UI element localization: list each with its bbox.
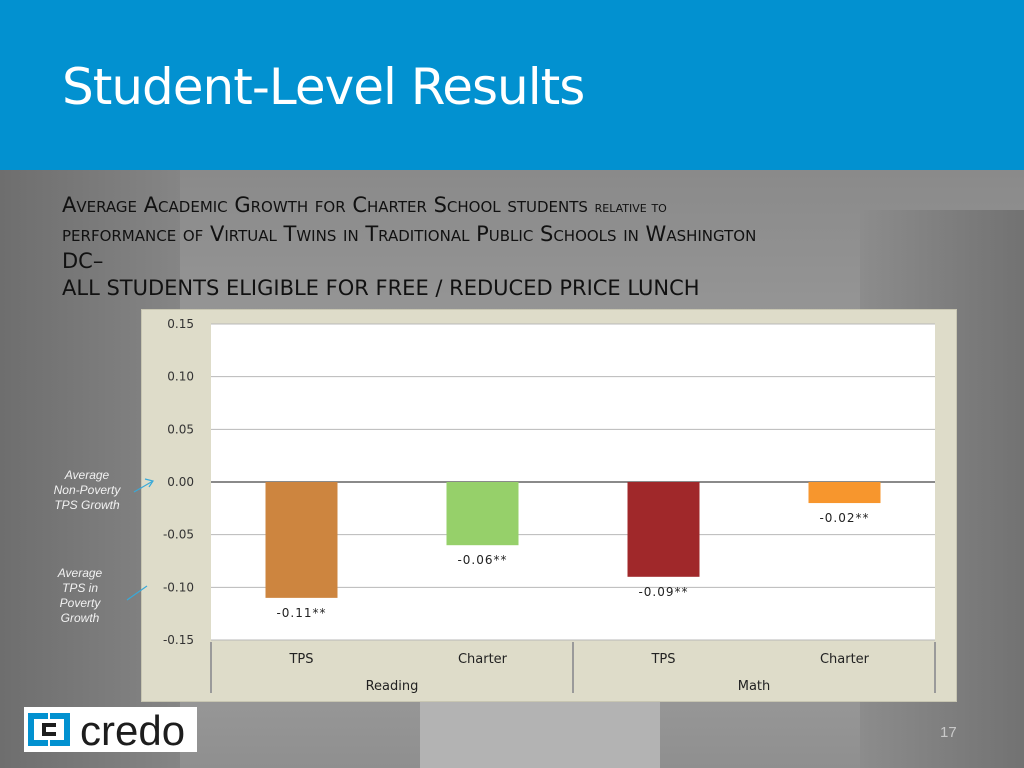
- data-label: -0.06**: [457, 553, 507, 567]
- page-title: Student-Level Results: [62, 58, 585, 116]
- y-tick-label: 0.05: [167, 422, 194, 436]
- annotation-line: Average: [57, 566, 103, 580]
- y-tick-label: -0.05: [163, 528, 194, 542]
- title-bar: Student-Level Results: [0, 0, 1024, 170]
- chart-subtitle: Average Academic Growth for Charter Scho…: [62, 192, 962, 302]
- bar: [265, 482, 338, 598]
- credo-logo-icon: [28, 713, 70, 746]
- bar: [808, 482, 881, 504]
- annotation-line: Poverty: [59, 596, 101, 610]
- subtitle-line-1: Average Academic Growth for Charter Scho…: [62, 193, 588, 217]
- bar-chart: 0.15 0.10 0.05 0.00 -0.05 -0.10 -0.15 -0.11** TP…: [163, 317, 936, 694]
- y-tick-label: 0.00: [167, 475, 194, 489]
- annotation-line: TPS Growth: [54, 498, 120, 512]
- subtitle-line-1-small: relative to: [594, 198, 667, 216]
- group-label: Math: [738, 679, 771, 694]
- annotation-arrow: [126, 585, 148, 601]
- annotation-line: Average: [64, 468, 110, 482]
- annotation-arrow: [133, 480, 154, 493]
- annotation-line: Growth: [60, 611, 100, 625]
- x-tick-label: TPS: [650, 652, 675, 667]
- y-tick-label: -0.10: [163, 580, 194, 594]
- credo-logo: credo: [24, 707, 197, 754]
- x-tick-label: TPS: [288, 652, 313, 667]
- annotation-poverty: Average TPS in Poverty Growth: [40, 566, 120, 626]
- group-label: Reading: [366, 679, 419, 694]
- annotation-line: TPS in: [61, 581, 98, 595]
- chart-frame: 0.15 0.10 0.05 0.00 -0.05 -0.10 -0.15 -0.11** TP…: [141, 309, 957, 702]
- background-building: [420, 690, 660, 768]
- y-tick-label: 0.15: [167, 317, 194, 331]
- bar: [446, 482, 519, 546]
- bar: [627, 482, 700, 577]
- data-label: -0.11**: [276, 606, 326, 620]
- annotation-line: Non-Poverty: [53, 483, 121, 497]
- arrow-head-icon: [144, 478, 154, 488]
- subtitle-line-3: DC–: [62, 249, 104, 273]
- x-tick-label: Charter: [458, 652, 508, 667]
- data-label: -0.02**: [819, 511, 869, 525]
- credo-wordmark: credo: [80, 707, 186, 754]
- x-tick-label: Charter: [820, 652, 870, 667]
- subtitle-line-2: performance of Virtual Twins in Traditio…: [62, 222, 757, 246]
- subtitle-line-4: ALL STUDENTS ELIGIBLE FOR FREE / REDUCED…: [62, 276, 700, 300]
- y-tick-label: -0.15: [163, 633, 194, 647]
- slide-number: 17: [940, 724, 957, 741]
- data-label: -0.09**: [638, 585, 688, 599]
- annotation-non-poverty: Average Non-Poverty TPS Growth: [42, 468, 132, 513]
- y-tick-label: 0.10: [167, 370, 194, 384]
